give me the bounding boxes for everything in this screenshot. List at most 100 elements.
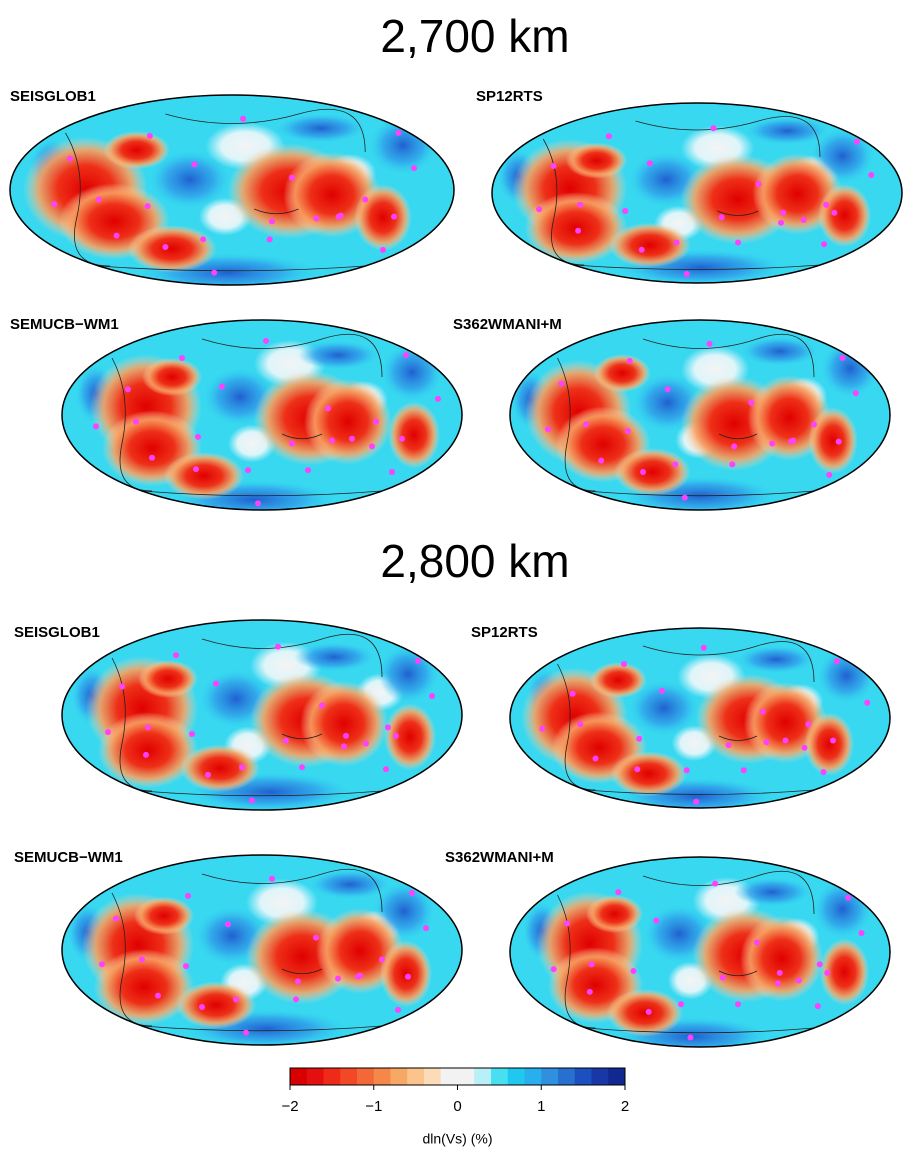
section-title: 2,800 km xyxy=(380,535,569,587)
hotspot-dot xyxy=(329,437,335,444)
slow-region xyxy=(304,378,392,465)
map xyxy=(510,628,890,808)
slow-region xyxy=(586,895,643,933)
map xyxy=(492,103,902,283)
panel-label: SP12RTS xyxy=(471,624,538,641)
fast-region xyxy=(276,114,366,143)
hotspot-dot xyxy=(66,155,73,162)
map-outline xyxy=(61,854,463,1046)
coastline xyxy=(111,868,383,1032)
hotspot-dot xyxy=(672,461,679,468)
hotspot-dot xyxy=(293,996,299,1003)
hotspot-dot xyxy=(710,125,717,132)
hotspot-dot xyxy=(389,469,395,475)
hotspot-dot xyxy=(393,732,399,739)
map-outline xyxy=(509,856,891,1048)
panel-label: SEISGLOB1 xyxy=(10,88,96,105)
slow-region xyxy=(589,662,647,699)
hotspot-dot xyxy=(357,972,363,979)
slow-region xyxy=(819,938,870,1006)
hotspot-dot xyxy=(283,737,289,744)
hotspot-dot xyxy=(139,956,145,963)
hotspot-dot xyxy=(801,744,808,751)
coastline xyxy=(65,108,366,272)
hotspot-dot xyxy=(155,992,161,999)
hotspot-dot xyxy=(233,996,239,1003)
hotspot-dot xyxy=(288,174,295,181)
section-title: 2,700 km xyxy=(380,10,569,62)
hotspot-dot xyxy=(189,731,195,737)
hotspot-dot xyxy=(325,405,331,412)
slow-region xyxy=(176,981,256,1029)
hotspot-dot xyxy=(816,961,823,968)
coastline xyxy=(557,641,815,795)
hotspot-dot xyxy=(146,132,153,139)
hotspot-dot xyxy=(605,133,612,140)
hotspot-dot xyxy=(335,975,341,982)
colorbar-tick-label: −1 xyxy=(365,1098,382,1115)
hotspot-dot xyxy=(343,732,349,739)
map xyxy=(510,320,890,510)
hotspot-dot xyxy=(240,115,247,122)
hotspot-dot xyxy=(405,973,411,980)
hotspot-dot xyxy=(577,201,584,208)
hotspot-dot xyxy=(640,469,646,475)
map xyxy=(10,95,454,285)
hotspot-dot xyxy=(740,767,747,774)
colorbar-band xyxy=(608,1068,626,1085)
hotspot-dot xyxy=(199,1004,205,1010)
hotspot-dot xyxy=(858,930,865,936)
map-outline xyxy=(61,319,463,511)
hotspot-dot xyxy=(820,769,827,775)
hotspot-dot xyxy=(634,766,641,773)
colorbar-band xyxy=(357,1068,375,1085)
hotspot-dot xyxy=(790,437,797,444)
hotspot-dot xyxy=(735,1001,741,1008)
hotspot-dot xyxy=(759,708,766,715)
hotspot-dot xyxy=(782,737,789,744)
hotspot-dot xyxy=(624,428,631,435)
hotspot-dot xyxy=(185,892,191,899)
hotspot-dot xyxy=(729,461,736,468)
hotspot-dot xyxy=(769,440,776,447)
slow-region xyxy=(180,744,260,792)
hotspot-dot xyxy=(864,699,871,706)
hotspot-dot xyxy=(811,421,817,428)
slow-region xyxy=(565,142,628,179)
hotspot-dot xyxy=(763,739,770,746)
hotspot-dot xyxy=(295,978,301,985)
slow-region xyxy=(808,407,858,474)
hotspot-dot xyxy=(683,271,690,277)
coastline xyxy=(542,116,821,270)
hotspot-dot xyxy=(429,693,435,699)
hotspot-dot xyxy=(550,163,557,169)
hotspot-dot xyxy=(363,740,369,747)
hotspot-dot xyxy=(195,433,201,440)
hotspot-dot xyxy=(845,894,852,901)
hotspot-dot xyxy=(638,246,645,253)
hotspot-dot xyxy=(700,644,707,651)
map xyxy=(510,857,890,1047)
hotspot-dot xyxy=(725,742,732,748)
hotspot-dot xyxy=(622,208,629,214)
slow-region xyxy=(354,184,412,251)
colorbar-tick-label: 0 xyxy=(453,1098,461,1115)
colorbar-band xyxy=(558,1068,576,1085)
hotspot-dot xyxy=(385,724,391,731)
colorbar-band xyxy=(474,1068,492,1085)
slow-region xyxy=(103,131,170,170)
colorbar-band xyxy=(457,1068,475,1085)
fast-region xyxy=(298,340,378,370)
hotspot-dot xyxy=(119,683,125,690)
slow-region xyxy=(610,751,687,797)
hotspot-dot xyxy=(835,438,842,445)
fast-region xyxy=(738,646,814,673)
coastline xyxy=(557,870,815,1034)
hotspot-dot xyxy=(269,875,275,882)
hotspot-dot xyxy=(683,767,690,774)
hotspot-dot xyxy=(774,980,781,987)
colorbar-band xyxy=(373,1068,391,1085)
coastline xyxy=(557,333,815,497)
hotspot-dot xyxy=(399,435,405,442)
